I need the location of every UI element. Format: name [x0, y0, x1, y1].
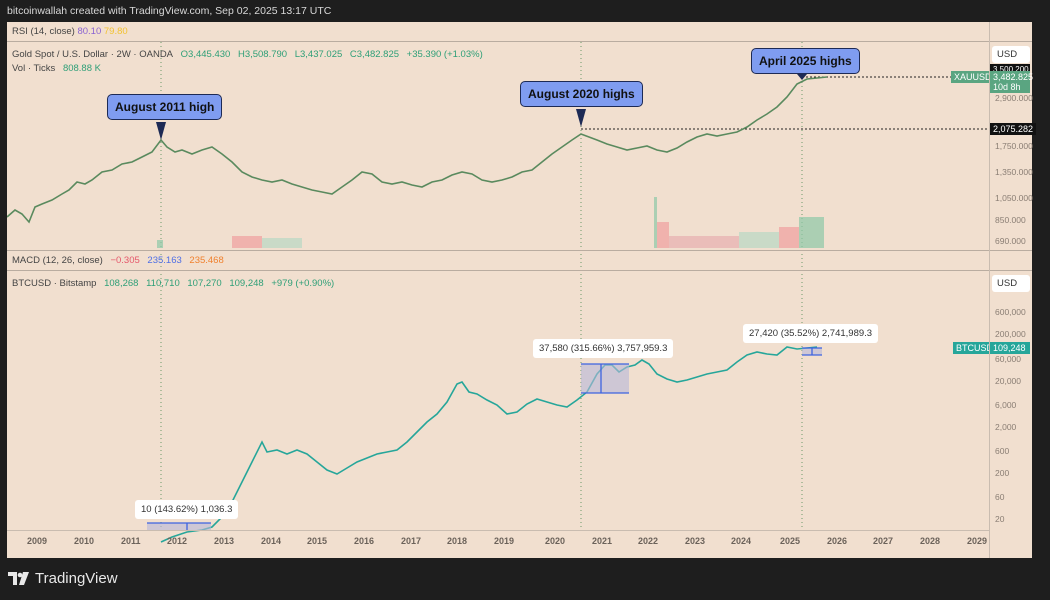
- callout-pointer-icon: [797, 74, 807, 80]
- btc-ytick: 2,000: [995, 422, 1017, 432]
- year-tick: 2015: [307, 536, 328, 546]
- measure-box-2021: [581, 364, 629, 393]
- year-tick: 2016: [354, 536, 375, 546]
- chart-frame: RSI (14, close) 80.10 79.80: [7, 22, 1037, 558]
- volume-label: Vol · Ticks: [12, 63, 56, 74]
- gold-ytick: 1,350.000: [995, 167, 1033, 177]
- measure-label-2025[interactable]: 27,420 (35.52%) 2,741,989.3: [743, 324, 879, 343]
- pane-divider[interactable]: [7, 270, 1032, 271]
- callout-august-2011[interactable]: August 2011 high: [107, 94, 223, 120]
- tradingview-logo[interactable]: TradingView: [8, 570, 118, 587]
- btc-currency-button[interactable]: USD: [992, 275, 1030, 292]
- gold-price-tag: 3,482.825 10d 8h: [990, 71, 1034, 93]
- gold-legend: Gold Spot / U.S. Dollar · 2W · OANDA O3,…: [12, 49, 488, 60]
- tradingview-brand-text: TradingView: [35, 570, 118, 587]
- measure-box-2012: [147, 523, 211, 530]
- gold-close: C3,482.825: [349, 49, 400, 60]
- time-axis-line: [7, 530, 989, 531]
- chart-canvas[interactable]: [7, 22, 1032, 558]
- price-axis-divider: [989, 22, 990, 558]
- gold-currency-button[interactable]: USD: [992, 46, 1030, 63]
- gold-price-value: 3,482.825: [993, 72, 1034, 82]
- year-tick: 2012: [167, 536, 188, 546]
- volume-legend: Vol · Ticks 808.88 K: [12, 63, 106, 74]
- btc-ytick: 60: [995, 492, 1005, 502]
- year-tick: 2025: [780, 536, 801, 546]
- gold-symbol-tag: XAUUSD: [951, 71, 995, 83]
- year-tick: 2021: [592, 536, 613, 546]
- btc-ytick: 600,000: [995, 307, 1026, 317]
- macd-histogram-value: −0.305: [110, 255, 140, 266]
- gold-level-top-tag: 3,500.200: [990, 64, 1030, 74]
- year-tick: 2029: [967, 536, 988, 546]
- btc-change: +979 (+0.90%): [271, 278, 335, 289]
- btc-ytick: 6,000: [995, 400, 1017, 410]
- gold-ytick: 690.000: [995, 236, 1026, 246]
- btc-ytick: 20,000: [995, 376, 1021, 386]
- pane-divider[interactable]: [7, 250, 1032, 251]
- rsi-legend: RSI (14, close) 80.10 79.80: [12, 26, 128, 37]
- volume-value: 808.88 K: [62, 63, 101, 74]
- year-tick: 2027: [873, 536, 894, 546]
- gold-ytick: 1,050.000: [995, 193, 1033, 203]
- btc-ytick: 200: [995, 468, 1010, 478]
- year-tick: 2011: [121, 536, 141, 546]
- btc-ytick: 20: [995, 514, 1005, 524]
- btc-price-tag: 109,248: [990, 342, 1030, 354]
- btc-symbol-label[interactable]: BTCUSD · Bitstamp: [12, 278, 97, 289]
- macd-label: MACD (12, 26, close): [12, 255, 103, 266]
- year-tick: 2018: [447, 536, 468, 546]
- gold-ytick: 850.000: [995, 215, 1026, 225]
- btc-open: 108,268: [104, 278, 139, 289]
- year-tick: 2020: [545, 536, 566, 546]
- gold-ytick: 1,750.000: [995, 141, 1033, 151]
- rsi-pane: RSI (14, close) 80.10 79.80: [7, 22, 1032, 42]
- attribution-text: bitcoinwallah created with TradingView.c…: [7, 5, 332, 17]
- year-tick: 2017: [401, 536, 422, 546]
- rsi-value: 80.10: [77, 26, 102, 37]
- btc-ytick: 600: [995, 446, 1010, 456]
- measure-label-2012[interactable]: 10 (143.62%) 1,036.3: [135, 500, 239, 519]
- year-tick: 2028: [920, 536, 941, 546]
- rsi-label: RSI (14, close): [12, 26, 75, 37]
- macd-legend: MACD (12, 26, close) −0.305 235.163 235.…: [12, 255, 229, 266]
- btc-high: 110,710: [146, 278, 180, 289]
- callout-august-2020[interactable]: August 2020 highs: [520, 81, 643, 107]
- btc-ytick: 60,000: [995, 354, 1021, 364]
- btc-ytick: 200,000: [995, 329, 1026, 339]
- year-tick: 2010: [74, 536, 95, 546]
- year-tick: 2022: [638, 536, 659, 546]
- gold-open: O3,445.430: [180, 49, 231, 60]
- gold-ytick: 2,900.000: [995, 93, 1033, 103]
- year-tick: 2026: [827, 536, 848, 546]
- year-tick: 2013: [214, 536, 235, 546]
- gold-level-line-tag: 2,075.282: [990, 123, 1037, 135]
- callout-pointer-icon: [156, 122, 166, 140]
- macd-signal-value: 235.468: [189, 255, 224, 266]
- macd-line-value: 235.163: [147, 255, 182, 266]
- gold-change: +35.390 (+1.03%): [406, 49, 483, 60]
- measure-label-2021[interactable]: 37,580 (315.66%) 3,757,959.3: [533, 339, 674, 358]
- year-tick: 2009: [27, 536, 48, 546]
- btc-legend: BTCUSD · Bitstamp 108,268 110,710 107,27…: [12, 278, 339, 289]
- gold-low: L3,437.025: [294, 49, 343, 60]
- tradingview-logo-icon: [8, 572, 29, 585]
- callout-april-2025[interactable]: April 2025 highs: [751, 48, 860, 74]
- year-tick: 2019: [494, 536, 515, 546]
- gold-symbol-label[interactable]: Gold Spot / U.S. Dollar · 2W · OANDA: [12, 49, 174, 60]
- callout-pointer-icon: [576, 109, 586, 127]
- year-tick: 2014: [261, 536, 282, 546]
- year-tick: 2023: [685, 536, 706, 546]
- btc-close: 109,248: [229, 278, 264, 289]
- rsi-ma-value: 79.80: [103, 26, 128, 37]
- gold-bar-countdown: 10d 8h: [993, 82, 1021, 92]
- gold-high: H3,508.790: [237, 49, 288, 60]
- year-tick: 2024: [731, 536, 752, 546]
- btc-low: 107,270: [187, 278, 222, 289]
- btc-symbol-tag: BTCUSD: [953, 342, 997, 354]
